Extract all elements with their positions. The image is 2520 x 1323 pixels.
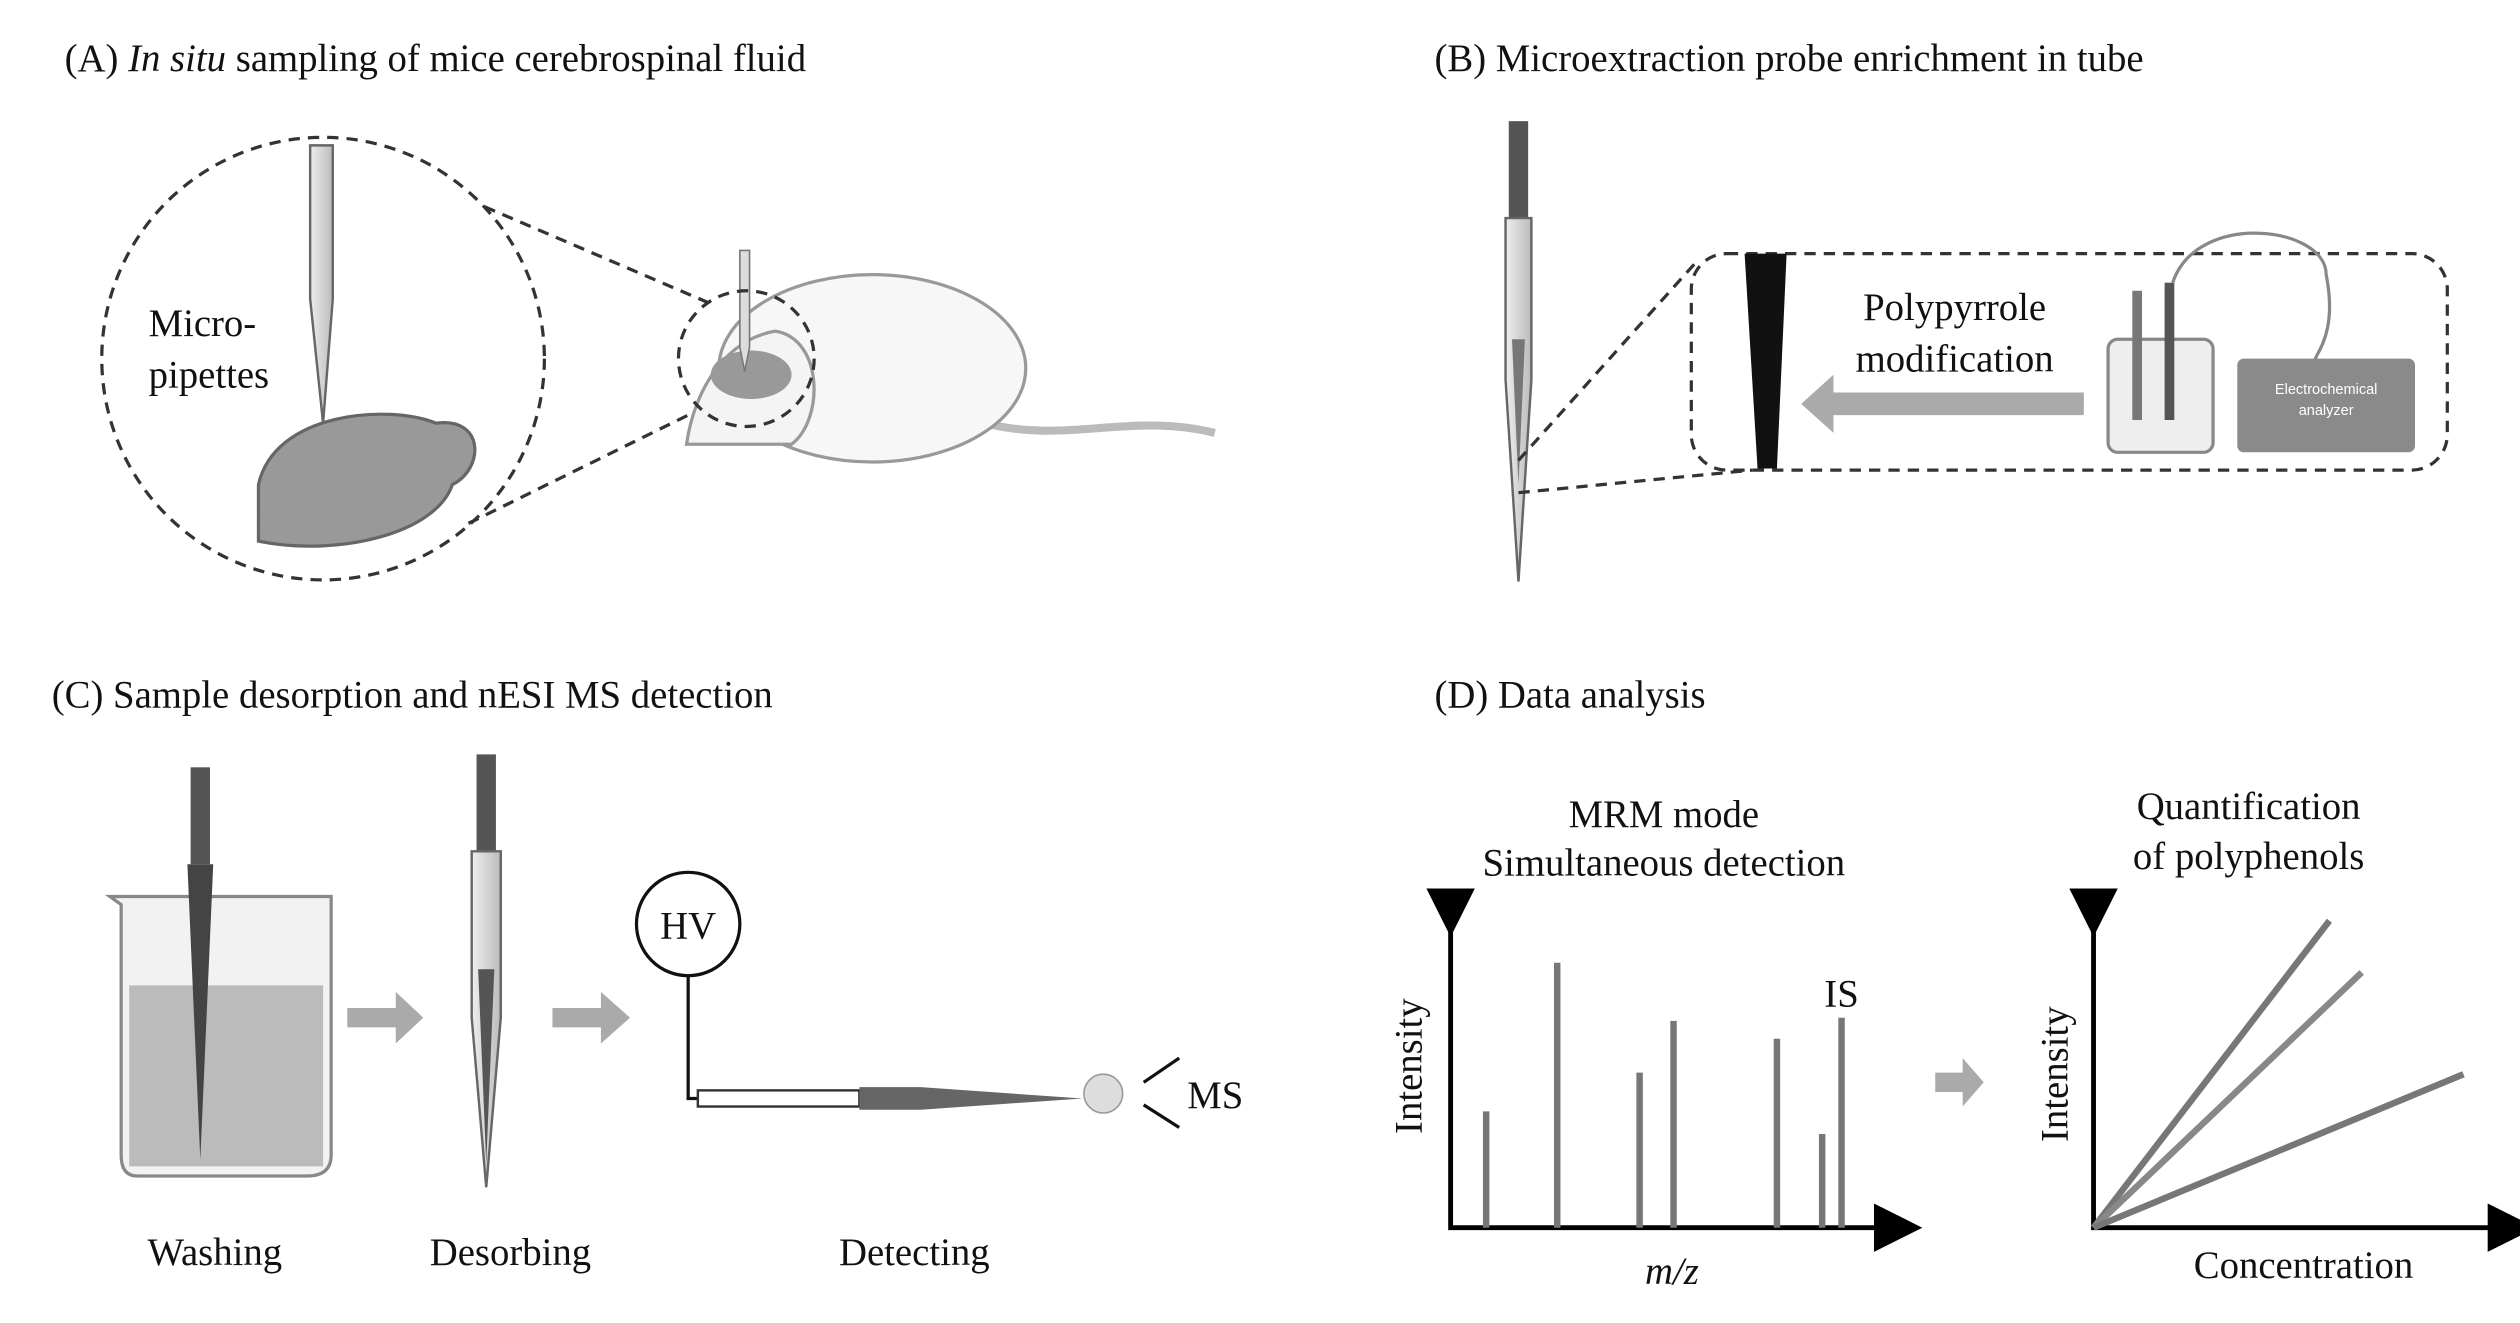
- panel-b-shape: [1518, 468, 1753, 495]
- step-label: Washing: [148, 1231, 283, 1274]
- panel-b-shape: [1689, 252, 2449, 472]
- panel-b-shape: [1801, 374, 2084, 433]
- label: HV: [660, 905, 716, 948]
- label: pipettes: [149, 354, 270, 397]
- panel-a-shape: [483, 205, 712, 306]
- panel-title-shape: sampling of mice cerebrospinal fluid: [236, 37, 806, 80]
- panel-a-shape: [739, 249, 751, 372]
- panel-d: (D) Data analysis MRM mode Simultaneous …: [1388, 674, 2520, 1293]
- step-label: Desorbing: [430, 1231, 591, 1274]
- panel-c-shape: [187, 864, 214, 1160]
- label: IS: [1824, 972, 1858, 1015]
- panel-b-shape: [2132, 290, 2142, 420]
- panel-a-shape: [676, 289, 816, 429]
- panel-c-shape: [859, 1087, 1083, 1110]
- label: Quantification: [2137, 785, 2361, 828]
- panel-c-shape: [686, 975, 698, 1101]
- panel-d-shape: [2092, 1071, 2465, 1231]
- panel-a-shape: [256, 412, 477, 548]
- axis-label: Concentration: [2194, 1244, 2414, 1287]
- panel-c-shape: [552, 991, 630, 1044]
- panel-b-shape: [2237, 358, 2415, 453]
- axis-label: Intensity: [2034, 1006, 2077, 1142]
- panel-title-shape: In situ: [127, 37, 226, 80]
- panel-a-shape: [308, 144, 334, 424]
- label: modification: [1856, 338, 2054, 381]
- label: Micro-: [149, 302, 257, 345]
- panel-c-shape: [190, 767, 210, 865]
- label: MRM mode: [1569, 793, 1760, 836]
- panel-a-shape: [100, 135, 546, 582]
- label: MS: [1187, 1074, 1243, 1117]
- panel-d-shape: [2090, 918, 2332, 1230]
- panel-c-shape: [347, 991, 424, 1044]
- panel-c-shape: [478, 969, 495, 1164]
- panel-a-shape: [467, 410, 696, 525]
- panel-d-shape: [2091, 970, 2364, 1231]
- panel-b: (B) Microextraction probe enrichment in …: [1434, 37, 2449, 582]
- panel-c-shape: [129, 985, 324, 1167]
- panel-title: (C) Sample desorption and nESI MS detect…: [52, 674, 773, 717]
- panel-b-shape: [1517, 257, 1701, 462]
- label: Polypyrrole: [1863, 286, 2046, 329]
- axis-label: m/z: [1645, 1250, 1699, 1293]
- panel-b-shape: [2106, 337, 2215, 454]
- panel-title: (B) Microextraction probe enrichment in …: [1434, 37, 2143, 80]
- panel-a: (A) In situ sampling of mice cerebrospin…: [65, 37, 1216, 582]
- label: of polyphenols: [2133, 835, 2364, 878]
- panel-c-shape: [696, 1089, 861, 1108]
- panel-b-shape: [1744, 253, 1787, 469]
- panel-b-shape: [2171, 231, 2332, 366]
- label: Simultaneous detection: [1483, 842, 1846, 885]
- panel-c-shape: [1083, 1073, 1124, 1114]
- panel-d-shape: [1426, 888, 1923, 1252]
- panel-c: (C) Sample desorption and nESI MS detect…: [52, 674, 1244, 1274]
- panel-a-shape: [710, 350, 792, 399]
- panel-b-shape: [1508, 121, 1529, 219]
- panel-a-shape: [984, 419, 1216, 437]
- label: Electrochemical: [2275, 382, 2377, 398]
- label: analyzer: [2299, 403, 2354, 419]
- panel-b-shape: [2164, 282, 2175, 420]
- panel-d-shape: [1935, 1058, 1984, 1107]
- step-label: Detecting: [839, 1231, 990, 1274]
- panel-c-shape: [476, 754, 496, 852]
- panel-title: (D) Data analysis: [1434, 674, 1705, 717]
- panel-title-shape: (A): [65, 37, 119, 80]
- panel-c-shape: [1142, 1056, 1181, 1129]
- panel-b-shape: [1512, 339, 1525, 485]
- axis-label: Intensity: [1388, 998, 1431, 1134]
- panel-title: (A) In situ sampling of mice cerebrospin…: [65, 37, 806, 80]
